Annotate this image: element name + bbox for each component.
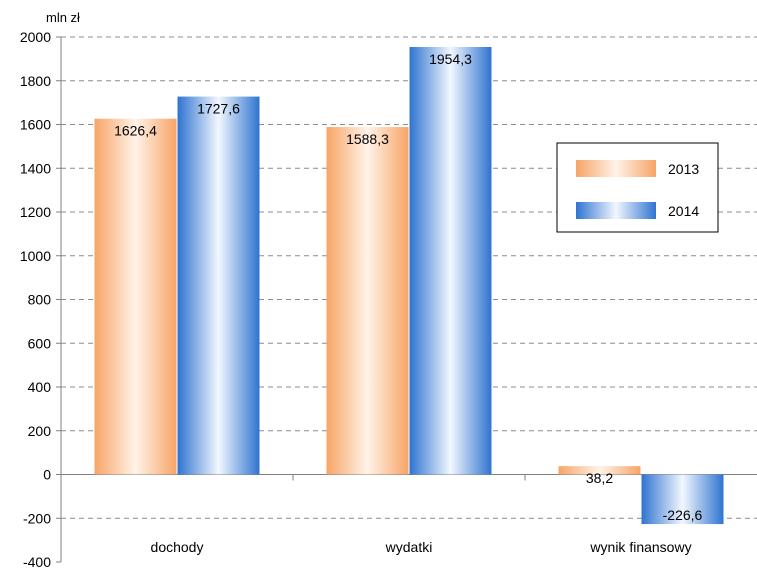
axes: -400 -200 0 200 400 600 800 1000 1200 1400 1600 180… xyxy=(20,29,757,568)
y-tick-label: 1000 xyxy=(20,248,51,264)
data-label: 1954,3 xyxy=(429,51,472,67)
y-tick-label: 200 xyxy=(28,423,52,439)
data-label: 38,2 xyxy=(586,470,613,486)
bar-2013-0 xyxy=(94,118,177,475)
data-label: 1727,6 xyxy=(197,101,240,117)
y-tick-label: 400 xyxy=(28,379,52,395)
bar-2014-2 xyxy=(641,474,724,525)
bars xyxy=(94,46,724,525)
y-tick-label: 0 xyxy=(43,467,51,483)
bar-2014-0 xyxy=(177,96,260,475)
y-tick-label: 2000 xyxy=(20,29,51,45)
y-axis-unit-label: mln zł xyxy=(46,10,80,25)
legend-label-2013: 2013 xyxy=(668,161,699,177)
y-tick-label: 1600 xyxy=(20,117,51,133)
y-tick-label: 1800 xyxy=(20,73,51,89)
data-label: 1588,3 xyxy=(346,131,389,147)
y-tick-label: -200 xyxy=(23,510,51,526)
y-tick-label: 600 xyxy=(28,335,52,351)
legend-label-2014: 2014 xyxy=(668,203,699,219)
y-tick-label: 1200 xyxy=(20,204,51,220)
x-category-label: wynik finansowy xyxy=(589,539,691,555)
bar-2013-2 xyxy=(558,466,641,475)
x-category-label: wydatki xyxy=(385,539,433,555)
data-label: 1626,4 xyxy=(114,123,157,139)
data-label: -226,6 xyxy=(663,507,703,523)
bar-2013-1 xyxy=(326,127,409,475)
legend-swatch-2013 xyxy=(576,160,656,177)
legend: 2013 2014 xyxy=(556,142,719,233)
y-tick-label: 800 xyxy=(28,292,52,308)
x-category-label: dochody xyxy=(151,539,204,555)
y-tick-label: -400 xyxy=(23,554,51,568)
y-tick-label: 1400 xyxy=(20,160,51,176)
legend-swatch-2014 xyxy=(576,202,656,219)
bar-2014-1 xyxy=(409,46,492,475)
data-labels: 1626,4 1727,6 1588,3 1954,3 38,2 -226,6 xyxy=(114,51,702,523)
